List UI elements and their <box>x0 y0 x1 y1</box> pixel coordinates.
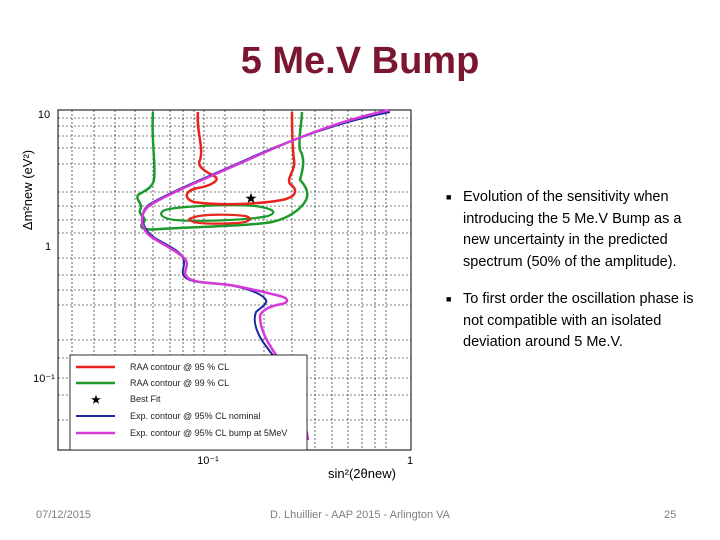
legend-label-bestfit: Best Fit <box>130 394 161 404</box>
legend-label-raa99: RAA contour @ 99 % CL <box>130 378 229 388</box>
footer-presenter: D. Lhuillier - AAP 2015 - Arlington VA <box>270 509 450 521</box>
bullet-square-icon: ■ <box>446 192 452 202</box>
plot-svg: RAA contour @ 95 % CL RAA contour @ 99 %… <box>20 108 413 481</box>
x-axis-label: sin²(2θnew) <box>328 466 396 481</box>
x-tick-1: 1 <box>407 455 413 467</box>
bullet-list: ■ Evolution of the sensitivity when intr… <box>446 187 708 370</box>
best-fit-marker <box>245 193 257 203</box>
slide-title: 5 Me.V Bump <box>240 40 480 82</box>
x-tick-0.1: 10⁻¹ <box>197 455 219 467</box>
bullet-text: Evolution of the sensitivity when introd… <box>463 189 682 270</box>
bullet-item: ■ To first order the oscillation phase i… <box>446 289 708 354</box>
raa-95-island <box>188 213 252 225</box>
y-tick-10: 10 <box>38 109 50 121</box>
legend-label-raa95: RAA contour @ 95 % CL <box>130 362 229 372</box>
legend-label-exp-nominal: Exp. contour @ 95% CL nominal <box>130 411 260 421</box>
bullet-text: To first order the oscillation phase is … <box>463 291 694 350</box>
raa-95-contour <box>185 111 297 206</box>
raa-99-island <box>160 204 275 222</box>
y-tick-1: 1 <box>45 241 51 253</box>
bullet-square-icon: ■ <box>446 294 452 304</box>
legend-label-exp-bump: Exp. contour @ 95% CL bump at 5MeV <box>130 428 287 438</box>
exclusion-plot: RAA contour @ 95 % CL RAA contour @ 99 %… <box>10 100 430 485</box>
y-tick-0.1: 10⁻¹ <box>33 373 55 385</box>
footer-date: 07/12/2015 <box>36 509 92 521</box>
raa-99-contour <box>136 111 309 231</box>
legend: RAA contour @ 95 % CL RAA contour @ 99 %… <box>69 354 308 451</box>
page-number: 25 <box>664 509 677 521</box>
bullet-item: ■ Evolution of the sensitivity when intr… <box>446 187 708 273</box>
y-axis-label: Δm²new (eV²) <box>20 150 35 230</box>
